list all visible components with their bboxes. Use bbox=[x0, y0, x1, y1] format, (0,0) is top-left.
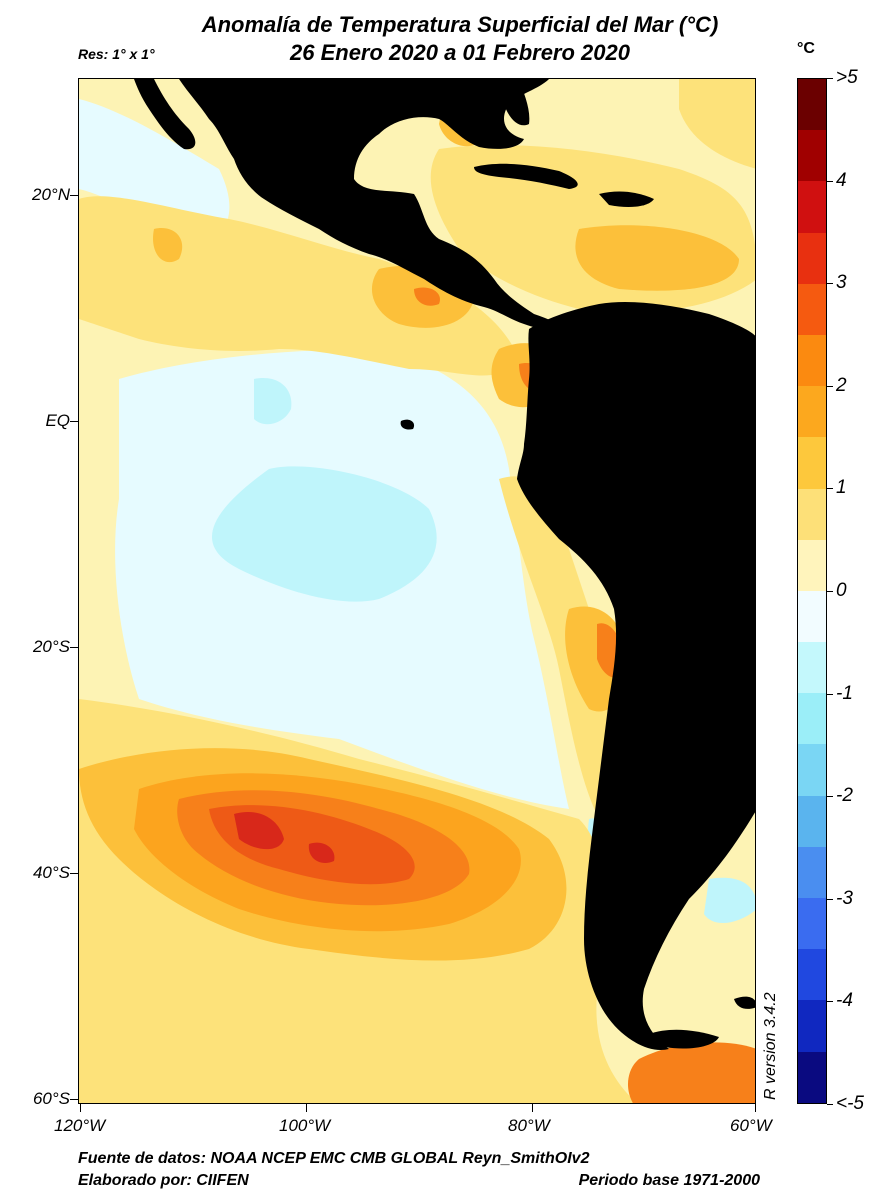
colorbar-segment bbox=[798, 1051, 826, 1103]
florida-peninsula bbox=[489, 79, 530, 126]
colorbar-tick bbox=[827, 1104, 833, 1105]
colorbar-segment bbox=[798, 130, 826, 182]
colorbar-segment bbox=[798, 488, 826, 540]
colorbar-label: 4 bbox=[836, 169, 847, 191]
colorbar-label: >5 bbox=[836, 67, 858, 88]
lon-label-80w: 80°W bbox=[508, 1116, 550, 1135]
lon-label-60w: 60°W bbox=[730, 1116, 772, 1135]
colorbar-segment bbox=[798, 437, 826, 489]
lon-tick-80w bbox=[532, 1104, 533, 1112]
cuba-island bbox=[474, 163, 578, 189]
colorbar-label: -4 bbox=[836, 990, 853, 1012]
cool-region-equator-west bbox=[254, 378, 292, 425]
colorbar-tick bbox=[827, 180, 833, 182]
colorbar-tick bbox=[827, 796, 833, 798]
colorbar-tick bbox=[827, 78, 833, 79]
galapagos-islands bbox=[400, 419, 415, 430]
warm-core-level-6b bbox=[308, 842, 335, 864]
lat-tick-20n bbox=[70, 195, 78, 196]
colorbar-tick bbox=[827, 283, 833, 285]
lat-label-20n: 20°N bbox=[32, 185, 70, 204]
author-label: Elaborado por: CIIFEN bbox=[78, 1172, 249, 1189]
colorbar-segment bbox=[798, 283, 826, 335]
colorbar-segment bbox=[798, 181, 826, 233]
data-source-label: Fuente de datos: NOAA NCEP EMC CMB GLOBA… bbox=[78, 1150, 590, 1167]
colorbar-tick bbox=[827, 488, 833, 490]
colorbar-segment bbox=[798, 334, 826, 387]
colorbar-segment bbox=[798, 386, 826, 438]
lon-label-100w: 100°W bbox=[279, 1116, 331, 1135]
cool-region-central bbox=[211, 466, 437, 602]
r-version-label: R version 3.4.2 bbox=[762, 992, 779, 1100]
colorbar-segment bbox=[798, 642, 826, 694]
warm-region-drake bbox=[628, 1042, 755, 1103]
colorbar-label: <-5 bbox=[836, 1093, 864, 1114]
lon-tick-100w bbox=[306, 1104, 307, 1112]
lat-label-eq: EQ bbox=[45, 411, 70, 430]
colorbar-segment bbox=[798, 795, 826, 847]
colorbar-segment bbox=[798, 79, 826, 131]
warm-core-level-6 bbox=[234, 811, 284, 850]
warm-region-panama-core bbox=[414, 287, 440, 306]
colorbar-tick bbox=[827, 693, 833, 695]
colorbar bbox=[797, 78, 827, 1104]
tierra-del-fuego bbox=[649, 1029, 719, 1049]
cool-region-south-atlantic bbox=[704, 877, 755, 924]
colorbar-label: 0 bbox=[836, 580, 847, 601]
colorbar-tick bbox=[827, 898, 833, 900]
sst-anomaly-map bbox=[78, 78, 756, 1104]
resolution-label: Res: 1° x 1° bbox=[78, 46, 155, 62]
lat-tick-20s bbox=[70, 647, 78, 648]
map-title-line-2: 26 Enero 2020 a 01 Febrero 2020 bbox=[290, 40, 630, 65]
colorbar-tick bbox=[827, 1001, 833, 1003]
colorbar-segment bbox=[798, 539, 826, 591]
lon-tick-60w bbox=[755, 1104, 756, 1112]
map-title-line-1: Anomalía de Temperatura Superficial del … bbox=[201, 12, 719, 37]
lat-label-20s: 20°S bbox=[32, 637, 70, 656]
colorbar-label: 3 bbox=[836, 272, 847, 294]
warm-region-peru bbox=[499, 476, 624, 819]
colorbar-segment bbox=[798, 949, 826, 1001]
warm-region-caribbean-east bbox=[575, 225, 739, 291]
lat-tick-60s bbox=[70, 1099, 78, 1100]
colorbar-segment bbox=[798, 1000, 826, 1052]
lat-label-60s: 60°S bbox=[32, 1089, 70, 1108]
lon-label-120w: 120°W bbox=[54, 1116, 106, 1135]
warm-region-atlantic bbox=[679, 79, 755, 169]
colorbar-segment bbox=[798, 898, 826, 950]
colorbar-label: 1 bbox=[836, 477, 847, 499]
colorbar-label: -2 bbox=[836, 785, 853, 807]
colorbar-tick bbox=[827, 591, 833, 592]
colorbar-label: 2 bbox=[836, 374, 847, 396]
falkland-islands bbox=[734, 996, 755, 1009]
lat-tick-eq bbox=[70, 421, 78, 422]
base-period-label: Periodo base 1971-2000 bbox=[578, 1172, 760, 1189]
hispaniola-island bbox=[599, 191, 654, 207]
lon-tick-120w bbox=[80, 1104, 81, 1112]
colorbar-segment bbox=[798, 232, 826, 284]
north-america-landmass bbox=[179, 79, 569, 332]
colorbar-label: -1 bbox=[836, 682, 853, 704]
south-america-landmass bbox=[517, 302, 755, 1050]
colorbar-segment bbox=[798, 693, 826, 745]
colorbar-segment bbox=[798, 846, 826, 898]
colorbar-tick bbox=[827, 385, 833, 387]
colorbar-segment bbox=[798, 590, 826, 643]
lat-tick-40s bbox=[70, 873, 78, 874]
warm-region-hawaii-east bbox=[153, 228, 183, 263]
cool-region-northwest bbox=[79, 99, 230, 239]
warm-region-northeast-pacific bbox=[79, 196, 519, 376]
colorbar-segment bbox=[798, 744, 826, 796]
colorbar-unit: °C bbox=[797, 40, 815, 57]
colorbar-label: -3 bbox=[836, 887, 853, 909]
baja-california bbox=[134, 79, 196, 150]
lat-label-40s: 40°S bbox=[32, 863, 70, 882]
